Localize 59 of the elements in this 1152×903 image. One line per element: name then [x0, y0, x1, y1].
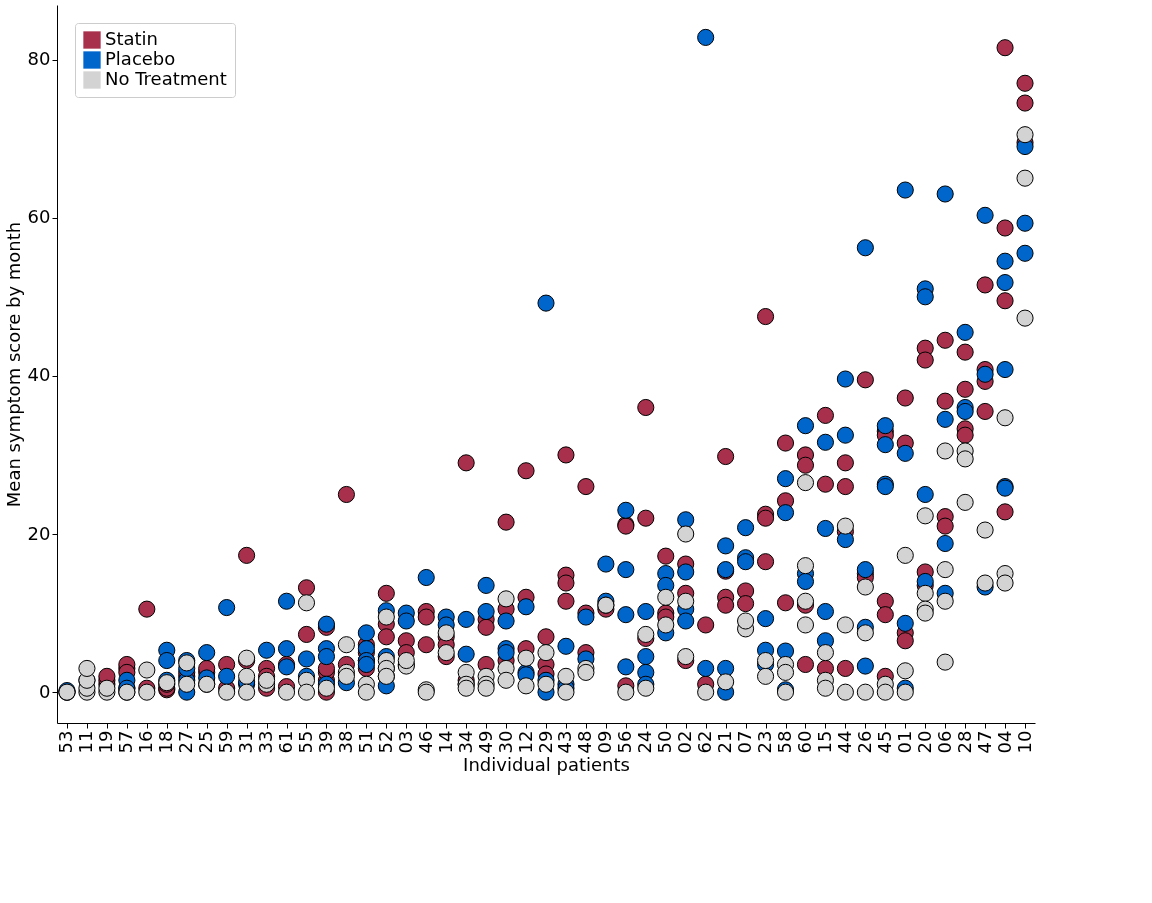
- x-tick-label: 58: [774, 730, 796, 754]
- x-tick-label: 56: [614, 730, 636, 754]
- x-tick-label: 24: [634, 730, 656, 754]
- y-tick-label: 0: [39, 680, 51, 702]
- legend-label: No Treatment: [105, 68, 227, 89]
- x-axis-title: Individual patients: [463, 754, 630, 776]
- x-tick-label: 20: [913, 730, 935, 754]
- x-tick-label: 45: [873, 730, 895, 754]
- x-tick-label: 16: [135, 730, 157, 754]
- x-tick-label: 34: [454, 730, 476, 754]
- x-tick-label: 27: [175, 730, 197, 754]
- x-tick-label: 12: [514, 730, 536, 754]
- x-tick-label: 61: [275, 730, 297, 754]
- x-tick-label: 02: [674, 730, 696, 754]
- x-tick-label: 57: [115, 730, 137, 754]
- x-tick-label: 62: [694, 730, 716, 754]
- legend-label: Statin: [105, 28, 158, 49]
- x-tick-label: 46: [414, 730, 436, 754]
- x-tick-label: 50: [654, 730, 676, 754]
- x-tick-label: 44: [833, 730, 855, 754]
- x-tick-label: 14: [434, 730, 456, 754]
- x-tick-label: 07: [734, 730, 756, 754]
- x-tick-label: 60: [793, 730, 815, 754]
- x-tick-label: 25: [195, 730, 217, 754]
- x-tick-label: 19: [95, 730, 117, 754]
- x-tick-label: 29: [534, 730, 556, 754]
- x-tick-label: 23: [754, 730, 776, 754]
- x-tick-label: 48: [574, 730, 596, 754]
- x-tick-label: 55: [294, 730, 316, 754]
- x-tick-label: 30: [494, 730, 516, 754]
- x-tick-label: 15: [813, 730, 835, 754]
- x-tick-label: 26: [853, 730, 875, 754]
- x-tick-label: 43: [554, 730, 576, 754]
- x-tick-label: 04: [993, 730, 1015, 754]
- x-tick-label: 38: [334, 730, 356, 754]
- x-tick-label: 10: [1013, 730, 1035, 754]
- x-tick-label: 52: [374, 730, 396, 754]
- x-tick-label: 51: [354, 730, 376, 754]
- x-tick-label: 09: [594, 730, 616, 754]
- legend-label: Placebo: [105, 48, 176, 69]
- x-tick-label: 47: [973, 730, 995, 754]
- x-tick-label: 01: [893, 730, 915, 754]
- y-tick-label: 40: [27, 364, 51, 386]
- x-tick-label: 31: [235, 730, 257, 754]
- y-tick-label: 20: [27, 522, 51, 544]
- x-tick-label: 11: [75, 730, 97, 754]
- x-tick-label: 53: [55, 730, 77, 754]
- x-tick-label: 28: [953, 730, 975, 754]
- y-tick-label: 80: [27, 48, 51, 70]
- x-tick-label: 06: [933, 730, 955, 754]
- x-tick-label: 49: [474, 730, 496, 754]
- x-tick-label: 21: [714, 730, 736, 754]
- y-tick-label: 60: [27, 206, 51, 228]
- x-tick-label: 59: [215, 730, 237, 754]
- y-axis-title: Mean symptom score by month: [2, 221, 24, 508]
- x-tick-label: 18: [155, 730, 177, 754]
- x-tick-label: 39: [314, 730, 336, 754]
- x-tick-label: 33: [255, 730, 277, 754]
- x-tick-label: 03: [394, 730, 416, 754]
